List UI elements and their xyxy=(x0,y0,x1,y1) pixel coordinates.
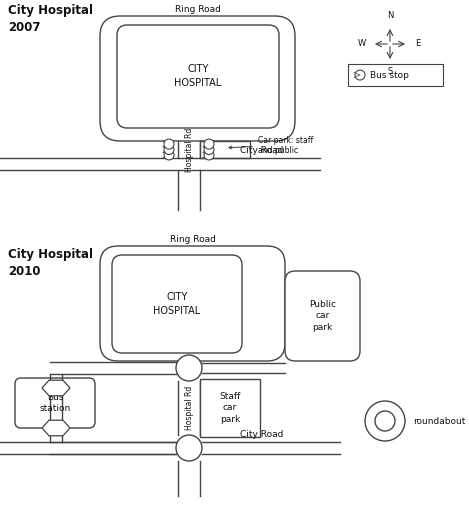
Text: N: N xyxy=(387,11,393,21)
Text: Car park: staff
and public: Car park: staff and public xyxy=(229,136,313,155)
Text: Staff
car
park: Staff car park xyxy=(219,392,241,424)
Circle shape xyxy=(176,435,202,461)
Text: City Hospital
2010: City Hospital 2010 xyxy=(8,248,93,278)
FancyBboxPatch shape xyxy=(100,246,285,361)
Text: W: W xyxy=(358,40,366,49)
FancyBboxPatch shape xyxy=(15,378,95,428)
FancyBboxPatch shape xyxy=(100,16,295,141)
Circle shape xyxy=(365,401,405,441)
Text: City Road: City Road xyxy=(240,430,283,439)
Text: S: S xyxy=(387,68,393,76)
Text: Ring Road: Ring Road xyxy=(170,235,215,244)
FancyBboxPatch shape xyxy=(285,271,360,361)
Circle shape xyxy=(204,139,214,149)
Circle shape xyxy=(164,144,174,154)
Text: Public
car
park: Public car park xyxy=(309,300,336,332)
Polygon shape xyxy=(42,380,70,396)
Text: CITY
HOSPITAL: CITY HOSPITAL xyxy=(153,292,201,316)
FancyBboxPatch shape xyxy=(117,25,279,128)
Text: City Road: City Road xyxy=(240,146,283,155)
Bar xyxy=(348,64,443,86)
Text: roundabout: roundabout xyxy=(413,416,465,426)
Circle shape xyxy=(204,150,214,160)
Text: Hospital Rd: Hospital Rd xyxy=(184,127,194,172)
Bar xyxy=(200,141,250,158)
Text: Ring Road: Ring Road xyxy=(174,5,220,14)
Circle shape xyxy=(164,150,174,160)
Circle shape xyxy=(176,355,202,381)
Circle shape xyxy=(355,70,365,80)
FancyBboxPatch shape xyxy=(112,255,242,353)
Text: CITY
HOSPITAL: CITY HOSPITAL xyxy=(174,64,222,89)
Circle shape xyxy=(375,411,395,431)
Text: City Hospital
2007: City Hospital 2007 xyxy=(8,4,93,34)
Text: Hospital Rd: Hospital Rd xyxy=(184,386,194,430)
Polygon shape xyxy=(42,420,70,436)
Circle shape xyxy=(164,139,174,149)
Text: Bus
station: Bus station xyxy=(39,393,71,413)
Circle shape xyxy=(204,144,214,154)
Text: E: E xyxy=(416,40,421,49)
Bar xyxy=(200,379,260,437)
Text: Bus stop: Bus stop xyxy=(370,71,409,79)
